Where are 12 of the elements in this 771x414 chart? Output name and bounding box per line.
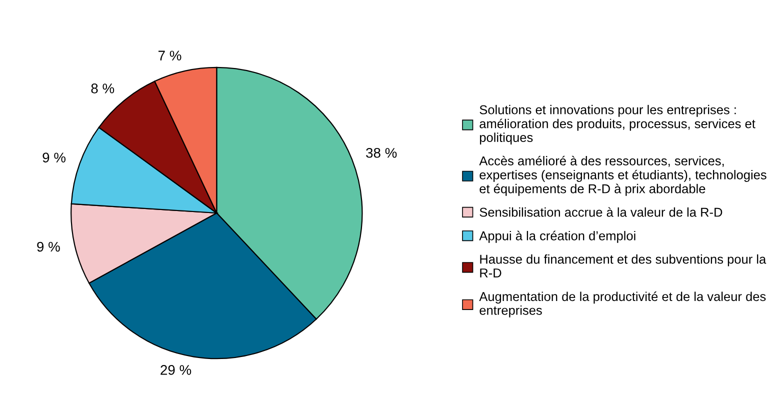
- legend-label: Sensibilisation accrue à la valeur de la R-D: [480, 207, 722, 217]
- data-label: 8 %: [91, 84, 114, 94]
- legend-label: Appui à la création d’emploi: [479, 230, 636, 243]
- data-label: 38 %: [366, 148, 397, 158]
- data-label: 7 %: [158, 50, 182, 60]
- legend-label: Accès amélioré à des ressources, services, expertises (enseignants et étudiants), technologies et équipements de R-D à prix abordable: [479, 156, 766, 196]
- legend-label: Hausse du financement et des subventions pour la R-D: [480, 254, 766, 278]
- data-label: 9 %: [42, 152, 66, 162]
- data-label: 29 %: [160, 365, 192, 375]
- legend-label: Solutions et innovations pour les entreprises : amélioration des produits, processus, services et politiques: [480, 104, 756, 145]
- legend-label: Augmentation de la productivité et de la valeur des entreprises: [479, 292, 766, 318]
- data-label: 9 %: [37, 242, 60, 252]
